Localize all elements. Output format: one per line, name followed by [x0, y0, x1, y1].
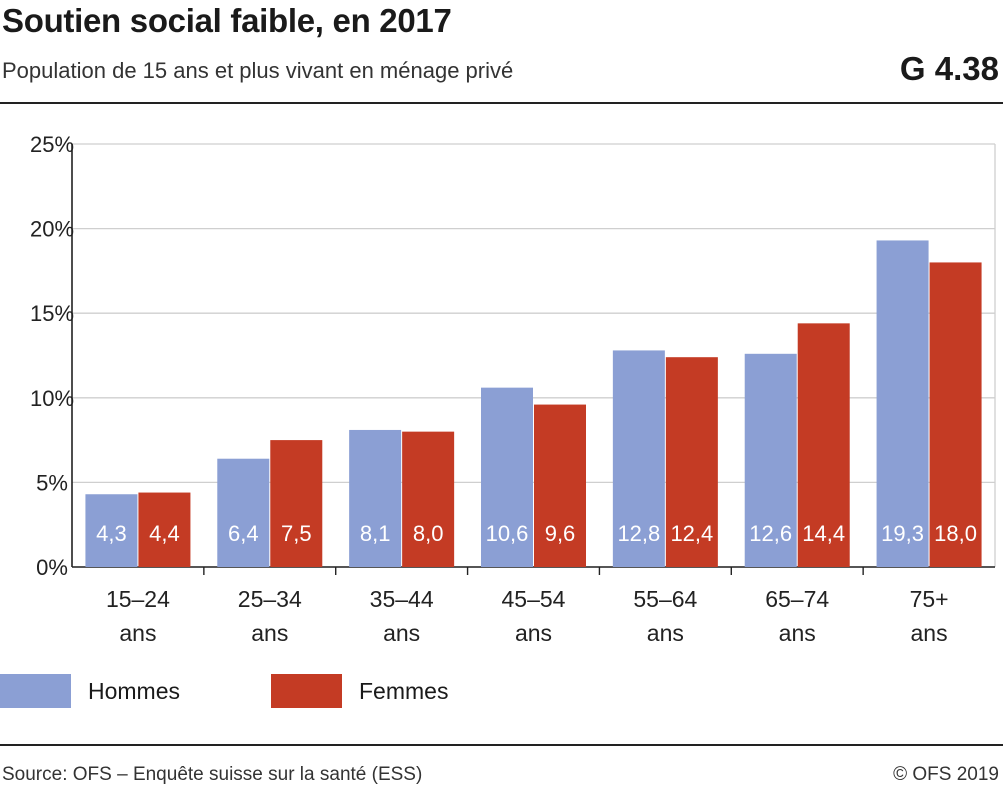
legend-swatch-hommes: [0, 674, 71, 708]
y-tick-label: 5%: [36, 470, 68, 495]
bar-hommes: [481, 387, 533, 567]
x-tick-label: 35–44: [370, 586, 434, 612]
bar-femmes: [138, 492, 191, 567]
y-tick-label: 15%: [30, 301, 74, 326]
legend-swatch-femmes: [271, 674, 342, 708]
data-label: 4,4: [149, 521, 180, 546]
figure-code: G 4.38: [899, 50, 999, 87]
data-label: 9,6: [545, 521, 576, 546]
bar-femmes: [797, 323, 850, 567]
data-label: 18,0: [934, 521, 977, 546]
x-tick-label: ans: [515, 620, 552, 646]
y-tick-label: 25%: [30, 132, 74, 157]
chart-title: Soutien social faible, en 2017: [2, 2, 452, 39]
data-label: 7,5: [281, 521, 312, 546]
bar-chart: 0% 5% 10% 15% 20% 25% 4,3 4,4 15–24 ans 6,4 7,5 25–3…: [30, 132, 996, 646]
data-label: 4,3: [96, 521, 127, 546]
x-tick-label: ans: [383, 620, 420, 646]
bar-femmes: [534, 404, 586, 567]
x-tick-label: 55–64: [633, 586, 697, 612]
data-label: 12,6: [749, 521, 792, 546]
chart-subtitle: Population de 15 ans et plus vivant en m…: [2, 58, 514, 83]
x-tick-label: 65–74: [765, 586, 829, 612]
bar-hommes: [612, 350, 665, 567]
source-note: Source: OFS – Enquête suisse sur la sant…: [2, 764, 423, 785]
legend-label-femmes: Femmes: [359, 678, 449, 704]
x-tick-label: ans: [647, 620, 684, 646]
bar-hommes: [85, 494, 138, 567]
x-tick-label: 45–54: [502, 586, 566, 612]
y-tick-label: 0%: [36, 555, 68, 580]
bar-hommes: [217, 458, 270, 567]
legend-label-hommes: Hommes: [88, 678, 181, 704]
data-label: 12,8: [617, 521, 660, 546]
x-tick-label: ans: [119, 620, 156, 646]
data-label: 6,4: [228, 521, 259, 546]
footer-divider: [0, 744, 1003, 746]
x-tick-label: ans: [911, 620, 948, 646]
y-tick-label: 10%: [30, 386, 74, 411]
bar-hommes: [744, 353, 797, 567]
data-label: 14,4: [802, 521, 845, 546]
bar-femmes: [270, 440, 323, 567]
data-label: 8,0: [413, 521, 444, 546]
legend: Hommes Femmes: [0, 674, 1003, 710]
x-tick-label: 25–34: [238, 586, 302, 612]
x-tick-label: 75+: [910, 586, 949, 612]
bar-femmes: [665, 357, 718, 567]
bar-hommes: [876, 240, 929, 567]
bar-femmes: [929, 262, 982, 567]
copyright-note: © OFS 2019: [893, 764, 999, 785]
data-label: 10,6: [486, 521, 529, 546]
bar-hommes: [349, 429, 402, 567]
x-tick-label: ans: [779, 620, 816, 646]
x-tick-label: 15–24: [106, 586, 170, 612]
x-tick-label: ans: [251, 620, 288, 646]
data-label: 19,3: [881, 521, 924, 546]
data-label: 8,1: [360, 521, 391, 546]
header-divider: [0, 102, 1003, 104]
y-tick-label: 20%: [30, 217, 74, 242]
data-label: 12,4: [670, 521, 713, 546]
bar-femmes: [402, 431, 455, 567]
